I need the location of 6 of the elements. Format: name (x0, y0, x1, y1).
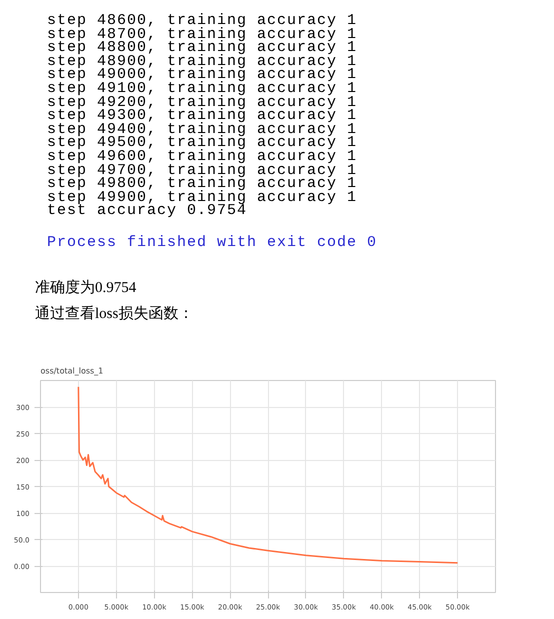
text: test accuracy 0.9754 (47, 202, 248, 220)
text: Process finished with exit code 0 (47, 232, 378, 253)
line-series (78, 386, 458, 564)
chart-title: oss/total_loss_1 (40, 366, 104, 376)
text: 准确度为0.9754 (35, 280, 136, 296)
text: 通过查看loss损失函数： (35, 306, 194, 322)
